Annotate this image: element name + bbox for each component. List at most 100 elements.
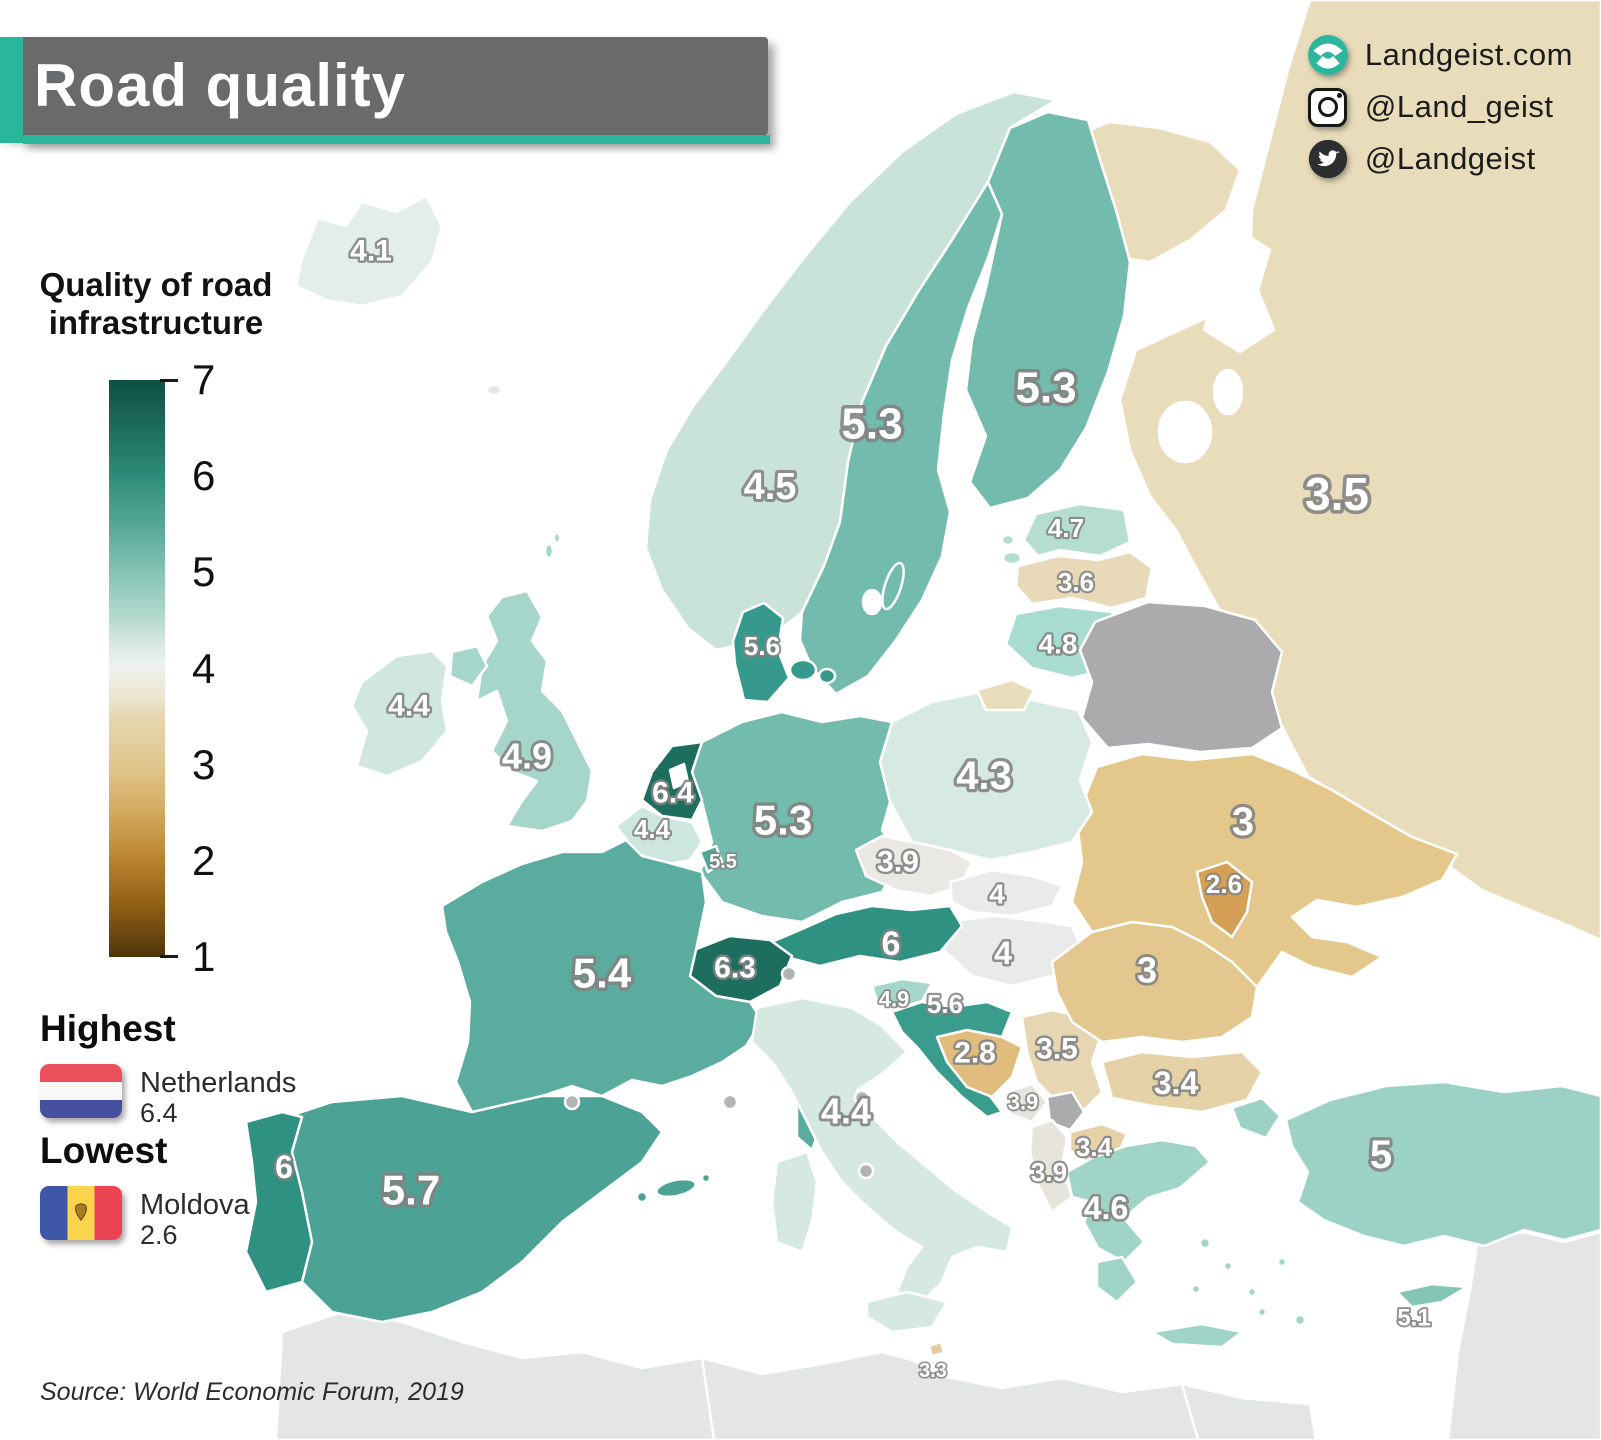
value-label-uk: 4.9: [502, 736, 552, 777]
country-czechia: [854, 834, 974, 898]
value-label-bosnia: 2.8: [954, 1037, 996, 1070]
value-label-czechia: 3.9: [877, 846, 919, 879]
highest-country: Netherlands: [140, 1067, 297, 1099]
greek-island: [1190, 1283, 1202, 1295]
value-label-sweden: 5.3: [841, 400, 902, 449]
lowest-heading: Lowest: [40, 1130, 168, 1171]
lowest-value: 2.6: [140, 1220, 178, 1251]
value-label-turkey: 5: [1370, 1133, 1392, 1177]
country-denmark: [731, 601, 791, 704]
landmass-north-africa: [274, 1310, 1318, 1440]
value-label-greece: 4.6: [1084, 1190, 1128, 1226]
title-accent-bar: [0, 37, 23, 143]
faroe-islands: [485, 383, 503, 397]
region-kaliningrad: [975, 678, 1036, 712]
legend-tick-1: 1: [192, 933, 216, 980]
branding-site-row: Landgeist.com: [1307, 34, 1573, 76]
country-bulgaria: [1100, 1050, 1264, 1114]
twitter-icon: [1307, 138, 1349, 180]
value-label-albania: 3.9: [1031, 1157, 1067, 1187]
source-note: Source: World Economic Forum, 2019: [40, 1378, 464, 1406]
lowest-country: Moldova: [140, 1189, 250, 1221]
country-finland: [964, 110, 1132, 510]
country-greece: [1065, 1138, 1212, 1264]
country-kosovo: [1045, 1090, 1086, 1132]
island-ibiza: [635, 1190, 649, 1204]
island-zealand: [788, 658, 818, 682]
legend-tickmark-bottom: [160, 955, 178, 958]
island-crete: [1150, 1322, 1244, 1349]
legend-tick-5: 5: [192, 548, 216, 596]
region-peloponnese: [1095, 1255, 1139, 1304]
country-value-labels: 4.1 4.5 5.3 5.3 3.5 4.7 3.6 4.8 5.6 4.4 4.9 6.4 4.4 5…: [273, 232, 1433, 1384]
highest-block: Highest Netherlands 6.4: [40, 1008, 296, 1129]
island-sardinia: [770, 1150, 819, 1254]
island-rhodes: [1293, 1313, 1307, 1327]
legend-title: Quality of road infrastructure: [39, 266, 273, 341]
country-ireland: [350, 649, 449, 778]
country-iceland: [294, 194, 444, 308]
value-label-russia: 3.5: [1305, 468, 1369, 520]
landmass-middle-east: [1446, 1230, 1601, 1440]
island-hiiumaa: [1000, 533, 1016, 547]
value-label-moldova: 2.6: [1206, 869, 1242, 899]
value-label-lithuania: 4.8: [1039, 629, 1078, 660]
microstate-san-marino: [853, 1089, 871, 1107]
country-moldova: [1195, 860, 1254, 939]
instagram-icon: [1307, 86, 1349, 128]
country-romania: [1050, 920, 1259, 1044]
country-slovakia: [948, 868, 1064, 918]
island-sicily: [865, 1290, 949, 1334]
country-malta: [927, 1340, 946, 1358]
value-label-austria: 6: [882, 925, 901, 963]
legend-tick-7: 7: [192, 356, 216, 403]
country-estonia: [1022, 502, 1132, 558]
value-label-spain: 5.7: [382, 1167, 440, 1214]
value-label-malta: 3.3: [919, 1360, 947, 1382]
value-label-italy: 4.4: [821, 1091, 871, 1132]
highest-heading: Highest: [40, 1008, 176, 1049]
value-label-ireland: 4.4: [388, 690, 430, 723]
site-url: Landgeist.com: [1364, 37, 1573, 72]
value-label-germany: 5.3: [754, 797, 812, 844]
microstate-liechtenstein: [780, 965, 798, 983]
lake-vanern: [861, 588, 883, 616]
value-label-latvia: 3.6: [1058, 567, 1094, 597]
value-label-slovakia: 4: [989, 879, 1005, 910]
country-belarus: [1078, 600, 1284, 754]
value-label-macedonia: 3.4: [1076, 1132, 1113, 1162]
legend-tick-4: 4: [192, 644, 216, 692]
greek-island: [1276, 1256, 1288, 1268]
value-label-norway: 4.5: [744, 466, 797, 508]
value-label-netherlands: 6.4: [652, 777, 694, 810]
country-portugal: [244, 1110, 314, 1294]
value-label-hungary: 4: [994, 935, 1012, 971]
microstate-monaco: [721, 1093, 739, 1111]
title-underline: [23, 135, 770, 144]
page-title: Road quality: [34, 52, 407, 119]
value-label-switzerland: 6.3: [714, 952, 756, 985]
border-line-africa-2: [1180, 1383, 1200, 1440]
netherlands-flag-icon: [40, 1064, 122, 1118]
value-label-belgium: 4.4: [634, 814, 671, 844]
region-turkish-thrace: [1230, 1096, 1282, 1140]
country-sweden: [798, 180, 1004, 696]
twitter-handle: @Landgeist: [1364, 141, 1536, 176]
country-cyprus: [1395, 1282, 1469, 1309]
country-italy: [750, 996, 1014, 1304]
highest-value: 6.4: [140, 1098, 178, 1129]
moldova-flag-icon: [40, 1186, 122, 1240]
ijsselmeer: [668, 762, 690, 790]
country-uk: [475, 589, 594, 833]
value-label-slovenia: 4.9: [879, 987, 910, 1012]
lowest-block: Lowest Moldova 2.6: [40, 1130, 250, 1251]
value-label-cyprus: 5.1: [1397, 1305, 1430, 1332]
island-menorca: [700, 1172, 712, 1184]
branding: Landgeist.com @Land_geist @Landgeist: [1307, 34, 1573, 180]
lake-onega: [1212, 368, 1244, 416]
value-label-poland: 4.3: [956, 754, 1012, 798]
country-montenegro: [1005, 1082, 1049, 1124]
instagram-handle: @Land_geist: [1364, 89, 1554, 124]
globe-logo-icon: [1307, 34, 1349, 76]
